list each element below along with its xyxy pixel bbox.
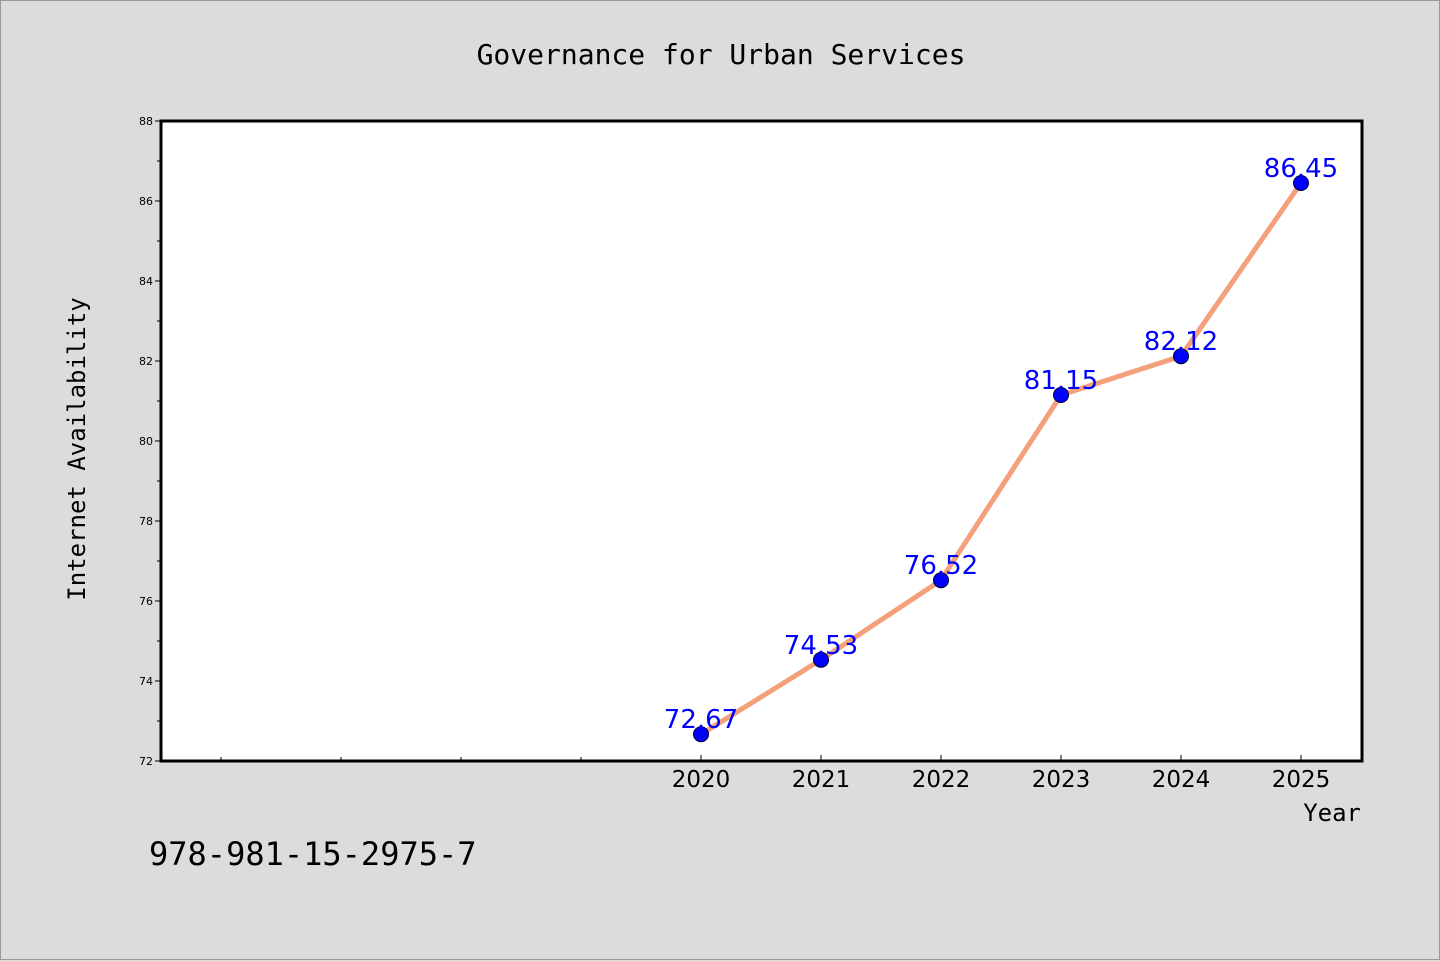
data-point xyxy=(693,726,709,743)
data-labels: 72.67 74.53 76.52 81.15 82.12 86.45 xyxy=(664,154,1338,735)
y-tick-label: 78 xyxy=(139,515,153,528)
data-label: 82.12 xyxy=(1144,327,1218,357)
data-label: 72.67 xyxy=(664,705,738,735)
y-axis-label: Internet Availability xyxy=(63,297,91,600)
y-tick-label: 72 xyxy=(139,755,153,768)
y-tick-label: 88 xyxy=(139,115,153,128)
x-axis-label: Year xyxy=(1303,799,1361,827)
footnote-isbn: 978-981-15-2975-7 xyxy=(149,835,477,873)
y-tick-label: 74 xyxy=(139,675,153,688)
data-label: 81.15 xyxy=(1024,366,1098,396)
series-line xyxy=(698,180,1304,737)
data-point xyxy=(813,651,829,668)
x-tick-label: 2021 xyxy=(792,767,851,793)
y-tick-label: 82 xyxy=(139,355,153,368)
plot-frame xyxy=(159,119,1364,763)
y-tick-label: 76 xyxy=(139,595,153,608)
data-point xyxy=(1053,387,1069,403)
data-label: 76.52 xyxy=(904,551,978,581)
x-tick-label: 2024 xyxy=(1152,767,1211,793)
y-tick-label: 80 xyxy=(139,435,153,448)
data-label: 86.45 xyxy=(1264,154,1338,184)
y-tick-label: 84 xyxy=(139,275,153,288)
chart-title: Governance for Urban Services xyxy=(477,38,966,71)
axis-ticks: 72 74 76 78 80 82 84 86 88 2020 2021 2022 2023 2024 20… xyxy=(139,115,1330,793)
plot-area xyxy=(161,121,1362,761)
x-tick-label: 2022 xyxy=(912,767,971,793)
data-point xyxy=(933,572,949,589)
x-tick-label: 2020 xyxy=(672,767,731,793)
series-line-group xyxy=(698,180,1304,737)
data-label: 74.53 xyxy=(784,631,858,661)
data-point xyxy=(1173,348,1189,365)
y-tick-label: 86 xyxy=(139,195,153,208)
data-point xyxy=(1293,175,1309,191)
x-tick-label: 2025 xyxy=(1272,767,1331,793)
data-markers xyxy=(693,175,1309,743)
x-tick-label: 2023 xyxy=(1032,767,1091,793)
